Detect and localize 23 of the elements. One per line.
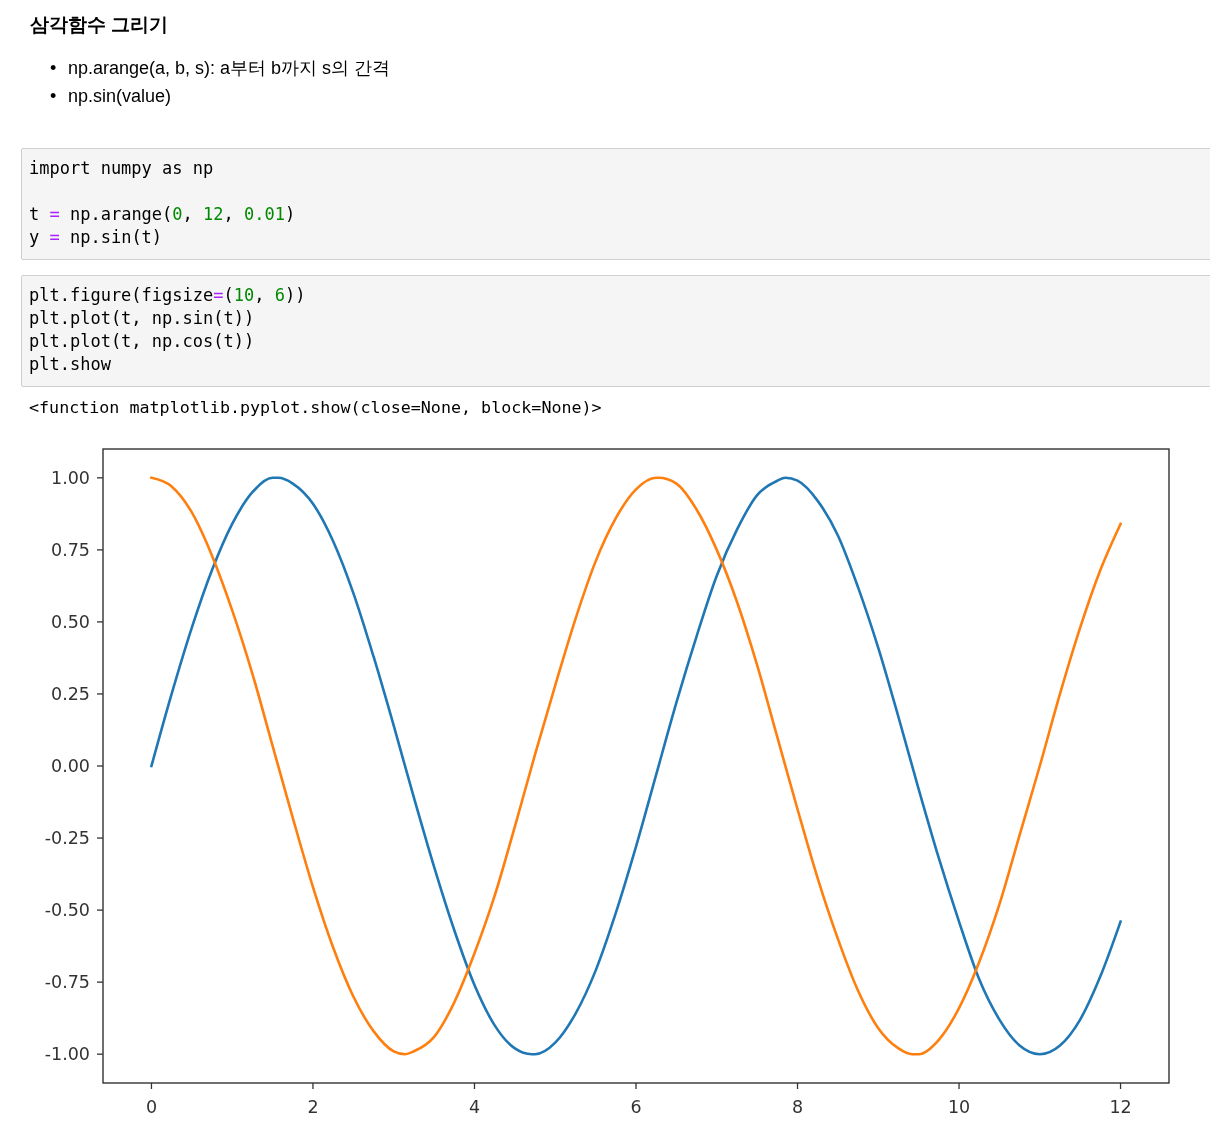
x-tick-label: 10 [947, 1097, 971, 1117]
y-tick-label: -0.50 [44, 900, 90, 921]
y-tick-label: -0.75 [44, 972, 90, 993]
x-tick-label: 0 [145, 1097, 158, 1117]
text: plt.figure(figsize=(10, 6)) plt.plot(t, np.sin(t)) plt.plot(t, np.cos(t)) plt.show [29, 285, 306, 374]
text: <function matplotlib.pyplot.show(close=None, block=None)> [29, 396, 602, 418]
x-tick-label: 6 [630, 1097, 642, 1117]
y-tick-label: -1.00 [44, 1044, 90, 1065]
y-tick-label: 0.25 [51, 684, 90, 705]
y-tick-label: 0.50 [51, 612, 90, 633]
x-tick-label: 2 [307, 1097, 319, 1117]
y-tick-label: 0.75 [51, 540, 90, 561]
text: • np.sin(value) [50, 85, 172, 108]
text: • np.arange(a, b, s): a부터 b까지 s의 간격 [50, 57, 391, 80]
y-tick-label: -0.25 [44, 828, 90, 849]
x-tick-label: 4 [468, 1097, 481, 1117]
y-tick-label: 1.00 [51, 468, 90, 489]
y-tick-label: 0.00 [51, 756, 90, 777]
x-tick-label: 8 [791, 1097, 804, 1117]
chart-title: 삼각함수 그리기 [30, 13, 169, 37]
x-tick-label: 12 [1109, 1097, 1132, 1117]
text: import numpy as np t = np.arange(0, 12, 0.01) y = np.sin(t) [29, 158, 296, 247]
line-series [150, 476, 1122, 1056]
